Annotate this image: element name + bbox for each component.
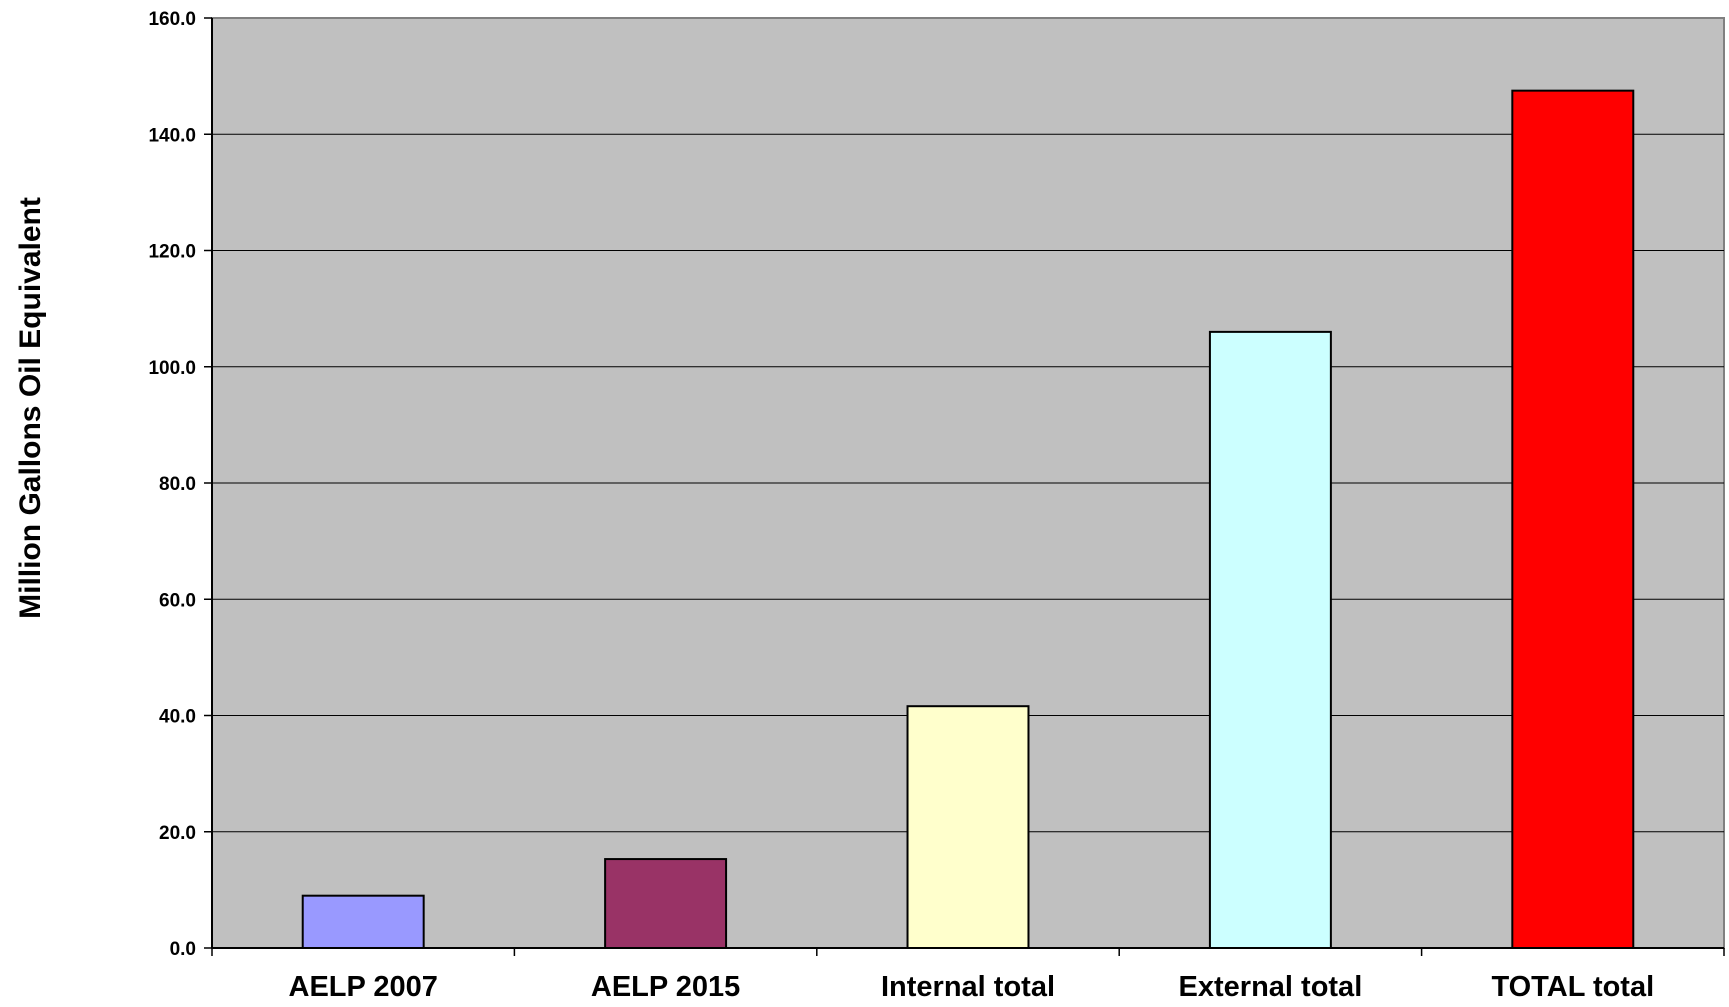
y-tick-label: 40.0 [159,707,196,728]
bar [301,894,425,949]
x-tick-label: TOTAL total [1491,971,1654,1002]
x-tick-labels: AELP 2007 AELP 2015 Internal total External… [289,971,1655,1003]
y-axis-title: Million Gallons Oil Equivalent [14,197,47,619]
y-tick-label: 160.0 [148,9,196,30]
x-tick-label: AELP 2015 [591,971,740,1002]
bar [1511,89,1635,949]
x-tick-label: External total [1179,971,1363,1002]
y-tick-labels: 0.0 20.0 40.0 60.0 80.0 100.0 120.0 140.0 160.0 [148,9,196,960]
y-tick-label: 0.0 [170,939,196,960]
y-tick-label: 80.0 [159,474,196,495]
x-tick-label: Internal total [881,971,1055,1002]
y-tick-label: 100.0 [148,358,196,379]
bar [1208,330,1332,949]
y-tick-label: 60.0 [159,590,196,611]
y-tick-label: 120.0 [148,242,196,263]
bar [906,705,1030,950]
gridlines [212,133,1724,833]
y-tick-label: 20.0 [159,823,196,844]
axes [204,17,1725,956]
bar [604,858,728,949]
bars [301,89,1635,950]
y-tick-label: 140.0 [148,125,196,146]
x-tick-label: AELP 2007 [289,971,438,1002]
